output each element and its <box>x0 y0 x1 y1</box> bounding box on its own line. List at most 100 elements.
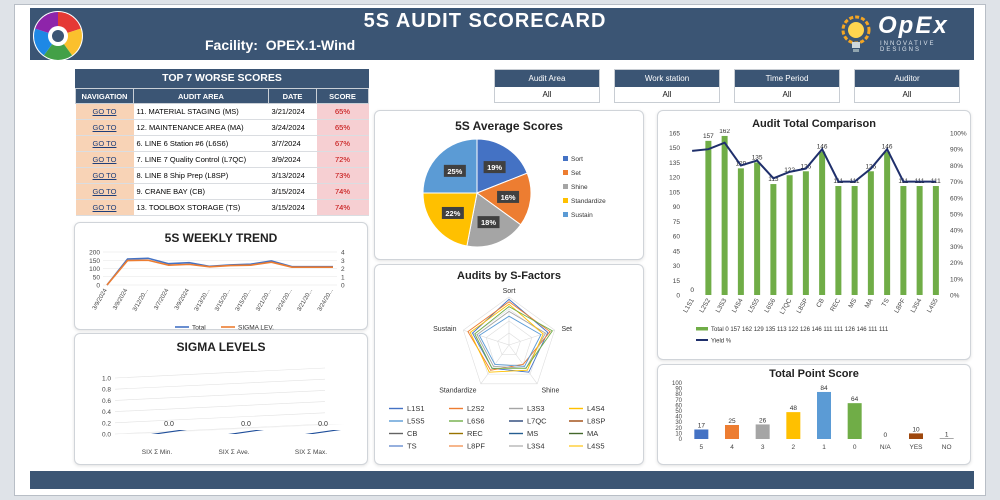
y-tick-label: 80 <box>675 392 682 398</box>
data-label: 129 <box>735 160 746 167</box>
legend-swatch <box>563 184 568 189</box>
audit-area-cell: 7. LINE 7 Quality Control (L7QC) <box>133 151 269 168</box>
bar <box>305 430 341 434</box>
bar <box>755 424 770 439</box>
data-label: 122 <box>784 167 795 174</box>
goto-link[interactable]: GO TO <box>92 171 117 180</box>
goto-link[interactable]: GO TO <box>92 203 117 212</box>
y-tick-label: 50 <box>675 409 682 415</box>
y-tick-label: 90 <box>675 387 682 393</box>
legend-swatch <box>563 198 568 203</box>
y-tick-label: 60 <box>673 234 681 241</box>
goto-link[interactable]: GO TO <box>92 123 117 132</box>
data-label: 25% <box>447 167 462 176</box>
nav-cell: GO TO <box>75 199 134 216</box>
nav-cell: GO TO <box>75 119 134 136</box>
y-tick-label: 0.0 <box>102 432 111 439</box>
legend-label: Set <box>571 170 581 177</box>
radar-axis-label: Sustain <box>433 326 456 333</box>
y-tick-label: 70 <box>675 398 682 404</box>
data-label: 64 <box>851 396 859 403</box>
legend-label: MA <box>587 429 598 438</box>
y2-tick-label: 0 <box>341 283 345 290</box>
data-label: 10 <box>912 426 920 433</box>
series-line-sigma-lev- <box>106 259 333 286</box>
table-row: GO TO 7. LINE 7 Quality Control (L7QC) 3/9… <box>75 151 369 168</box>
goto-link[interactable]: GO TO <box>92 139 117 148</box>
sigma-title: SIGMA LEVELS <box>176 340 266 354</box>
x-tick-label: 3/7/2024 <box>153 287 170 311</box>
score-cell: 65% <box>316 119 369 136</box>
x-tick-label: L2S2 <box>698 297 712 314</box>
bar <box>721 135 728 295</box>
audit-comparison-chart: 0 15 30 45 60 75 90 105 120 135 150 165 0% 10% 20% 30% 4… <box>669 129 967 345</box>
data-label: 84 <box>820 385 828 392</box>
data-label: 146 <box>882 144 893 151</box>
nav-cell: GO TO <box>75 167 134 184</box>
y-tick-label: 30 <box>673 263 681 270</box>
y2-tick-label: 4 <box>341 250 345 257</box>
legend-label: Sustain <box>571 212 593 219</box>
y-tick-label: 15 <box>673 278 681 285</box>
radar-axis-label: Sort <box>503 288 516 295</box>
x-tick-label: L8PF <box>893 297 907 314</box>
legend-label: L2S2 <box>467 404 485 413</box>
date-cell: 3/21/2024 <box>268 103 317 120</box>
x-tick-label: SIX Σ Max. <box>295 449 327 456</box>
gridline <box>114 390 326 401</box>
yield-line <box>692 141 936 183</box>
y-tick-label: 10 <box>675 431 682 437</box>
filter-value[interactable]: All <box>782 90 792 99</box>
radar-series <box>471 298 549 373</box>
radar-series <box>469 303 544 373</box>
y2-tick-label: 80% <box>950 163 963 170</box>
y2-tick-label: 0% <box>950 293 960 300</box>
y2-tick-label: 50% <box>950 212 963 219</box>
filter-label: Work station <box>615 70 719 87</box>
filter-value[interactable]: All <box>542 90 552 99</box>
y-tick-label: 75 <box>673 219 681 226</box>
page-title: 5S AUDIT SCORECARD <box>363 10 607 32</box>
x-tick-label: 1 <box>822 444 826 451</box>
radar-grid <box>462 296 556 385</box>
x-tick-label: REC <box>829 297 842 313</box>
score-cell: 74% <box>316 183 369 200</box>
filter-work-station[interactable]: Work station All <box>614 69 720 103</box>
y-tick-label: 100 <box>672 381 683 387</box>
data-label-box <box>497 190 520 203</box>
legend-label: CB <box>407 429 417 438</box>
legend-label: L3S3 <box>527 404 545 413</box>
pie-title: 5S Average Scores <box>455 119 563 133</box>
bar <box>754 162 761 295</box>
data-label: 157 <box>703 133 714 140</box>
data-label: 0 <box>884 432 888 439</box>
filter-value[interactable]: All <box>902 90 912 99</box>
col-header-score: SCORE <box>316 88 369 104</box>
audit-area-cell: 11. MATERIAL STAGING (MS) <box>133 103 269 120</box>
filter-auditor[interactable]: Auditor All <box>854 69 960 103</box>
lightbulb-gear-icon <box>841 15 871 52</box>
series-line-total <box>106 257 333 286</box>
filter-label: Auditor <box>855 70 959 87</box>
y2-tick-label: 3 <box>341 258 345 265</box>
radar-grid <box>497 332 521 356</box>
goto-link[interactable]: GO TO <box>92 107 117 116</box>
data-label-box <box>443 164 466 177</box>
legend-label: L5S5 <box>407 417 425 426</box>
filter-time-period[interactable]: Time Period All <box>734 69 840 103</box>
legend-label: L4S5 <box>587 442 605 451</box>
filter-value[interactable]: All <box>662 90 672 99</box>
bar <box>228 430 264 434</box>
bar <box>909 433 923 439</box>
bar <box>835 186 842 295</box>
audit-area-cell: 13. TOOLBOX STORAGE (TS) <box>133 199 269 216</box>
legend-label: L1S1 <box>407 404 425 413</box>
goto-link[interactable]: GO TO <box>92 187 117 196</box>
col-header-date: DATE <box>268 88 317 104</box>
header-bar <box>30 8 974 60</box>
y-tick-label: 50 <box>93 274 101 281</box>
filter-audit-area[interactable]: Audit Area All <box>494 69 600 103</box>
bar <box>151 430 187 434</box>
goto-link[interactable]: GO TO <box>92 155 117 164</box>
table-row: GO TO 6. LINE 6 Station #6 (L6S6) 3/7/2024… <box>75 135 369 152</box>
